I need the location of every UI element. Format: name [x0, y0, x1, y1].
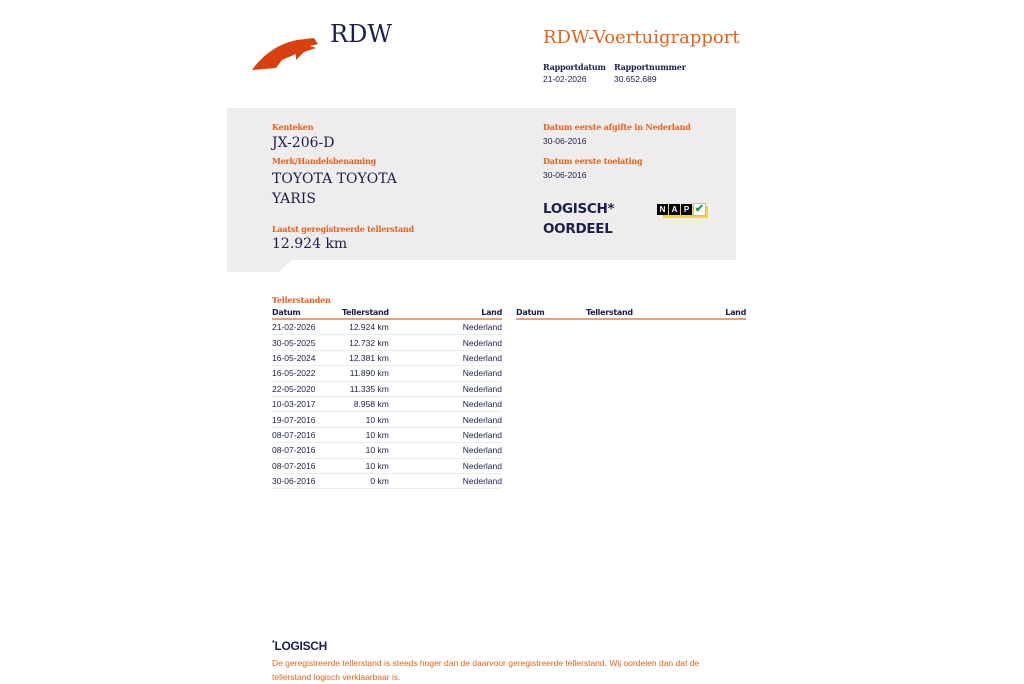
- readings-table-right: Datum Tellerstand Land: [516, 308, 746, 320]
- verdict-line1: LOGISCH*: [543, 201, 615, 217]
- odo-value: 12.924 km: [272, 236, 348, 252]
- col-date: Datum: [516, 308, 586, 320]
- cell-country: Nederland: [388, 334, 502, 351]
- first-nl: 30-06-2016: [543, 136, 587, 146]
- col-odo: Tellerstand: [586, 308, 697, 320]
- col-country: Land: [388, 308, 502, 320]
- table-row: 22-05-2020 11.335 km Nederland: [272, 381, 502, 397]
- nap-letter: P: [681, 204, 692, 215]
- first-adm-label: Datum eerste toelating: [543, 156, 643, 166]
- vehicle-panel: [227, 108, 736, 260]
- cell-odo: 12.381 km: [342, 350, 389, 367]
- cell-country: Nederland: [388, 473, 502, 490]
- cell-country: Nederland: [388, 442, 502, 459]
- table-row: 08-07-2016 10 km Nederland: [272, 442, 502, 459]
- cell-odo: 8.958 km: [342, 396, 389, 413]
- cell-date: 19-07-2016: [272, 411, 342, 428]
- cell-country: Nederland: [388, 411, 502, 428]
- plate-label: Kenteken: [272, 122, 314, 132]
- table-row: 30-05-2025 12.732 km Nederland: [272, 334, 502, 351]
- report-date-label: Rapportdatum: [543, 62, 606, 72]
- cell-date: 21-02-2026: [272, 319, 342, 336]
- verdict-line2: OORDEEL: [543, 221, 613, 237]
- panel-notch: [279, 259, 293, 272]
- report-number-label: Rapportnummer: [614, 62, 686, 72]
- make-line2: YARIS: [272, 191, 316, 207]
- first-adm: 30-06-2016: [543, 170, 587, 180]
- nap-letter: A: [669, 204, 680, 215]
- cell-country: Nederland: [388, 381, 502, 397]
- cell-date: 08-07-2016: [272, 458, 342, 474]
- make-label: Merk/Handelsbenaming: [272, 156, 377, 166]
- table-row: 16-05-2024 12.381 km Nederland: [272, 350, 502, 367]
- footer-title: *LOGISCH: [272, 639, 327, 653]
- cell-date: 30-06-2016: [272, 473, 342, 490]
- cell-country: Nederland: [388, 319, 502, 336]
- plate: JX-206-D: [272, 135, 335, 151]
- first-nl-label: Datum eerste afgifte in Nederland: [543, 122, 691, 132]
- readings-title: Tellerstanden: [272, 295, 331, 305]
- cell-odo: 10 km: [342, 427, 389, 444]
- cell-odo: 11.335 km: [342, 381, 389, 397]
- cell-odo: 10 km: [342, 458, 389, 474]
- cell-date: 08-07-2016: [272, 427, 342, 444]
- nap-letter: N: [657, 204, 668, 215]
- col-country: Land: [696, 308, 746, 320]
- footer-star: *: [272, 640, 275, 647]
- report-number: 30.652.689: [614, 74, 657, 84]
- table-row: 16-05-2022 11.890 km Nederland: [272, 365, 502, 382]
- table-row: 08-07-2016 10 km Nederland: [272, 458, 502, 474]
- cell-date: 16-05-2024: [272, 350, 342, 367]
- table-row: 30-06-2016 0 km Nederland: [272, 473, 502, 490]
- make-line1: TOYOTA TOYOTA: [272, 171, 397, 187]
- logo-text: RDW: [330, 20, 392, 48]
- cell-country: Nederland: [388, 396, 502, 413]
- footer-text: De geregistreerde tellerstand is steeds …: [272, 658, 700, 682]
- footer-title-text: LOGISCH: [274, 639, 328, 653]
- report-title: RDW-Voertuigrapport: [543, 27, 740, 48]
- odo-label: Laatst geregistreerde tellerstand: [272, 224, 414, 234]
- table-row: 08-07-2016 10 km Nederland: [272, 427, 502, 444]
- table-row: 21-02-2026 12.924 km Nederland: [272, 319, 502, 336]
- nap-logo: N A P ✔: [657, 199, 707, 217]
- cell-odo: 11.890 km: [342, 365, 389, 382]
- cell-date: 22-05-2020: [272, 381, 342, 397]
- table-row: 10-03-2017 8.958 km Nederland: [272, 396, 502, 413]
- table-row: 19-07-2016 10 km Nederland: [272, 411, 502, 428]
- cell-country: Nederland: [388, 350, 502, 367]
- col-odo: Tellerstand: [342, 308, 389, 320]
- rdw-logo-icon: [252, 38, 318, 70]
- cell-odo: 0 km: [342, 473, 389, 490]
- cell-odo: 10 km: [342, 442, 389, 459]
- cell-odo: 12.924 km: [342, 319, 389, 336]
- cell-date: 16-05-2022: [272, 365, 342, 382]
- cell-country: Nederland: [388, 458, 502, 474]
- cell-odo: 10 km: [342, 411, 389, 428]
- check-icon: ✔: [693, 203, 706, 216]
- cell-country: Nederland: [388, 365, 502, 382]
- cell-country: Nederland: [388, 427, 502, 444]
- cell-date: 10-03-2017: [272, 396, 342, 413]
- readings-table: Datum Tellerstand Land 21-02-2026 12.924 …: [272, 308, 502, 490]
- cell-date: 30-05-2025: [272, 334, 342, 351]
- cell-date: 08-07-2016: [272, 442, 342, 459]
- panel-tab: [227, 259, 279, 272]
- report-date: 21-02-2026: [543, 74, 587, 84]
- col-date: Datum: [272, 308, 342, 320]
- cell-odo: 12.732 km: [342, 334, 389, 351]
